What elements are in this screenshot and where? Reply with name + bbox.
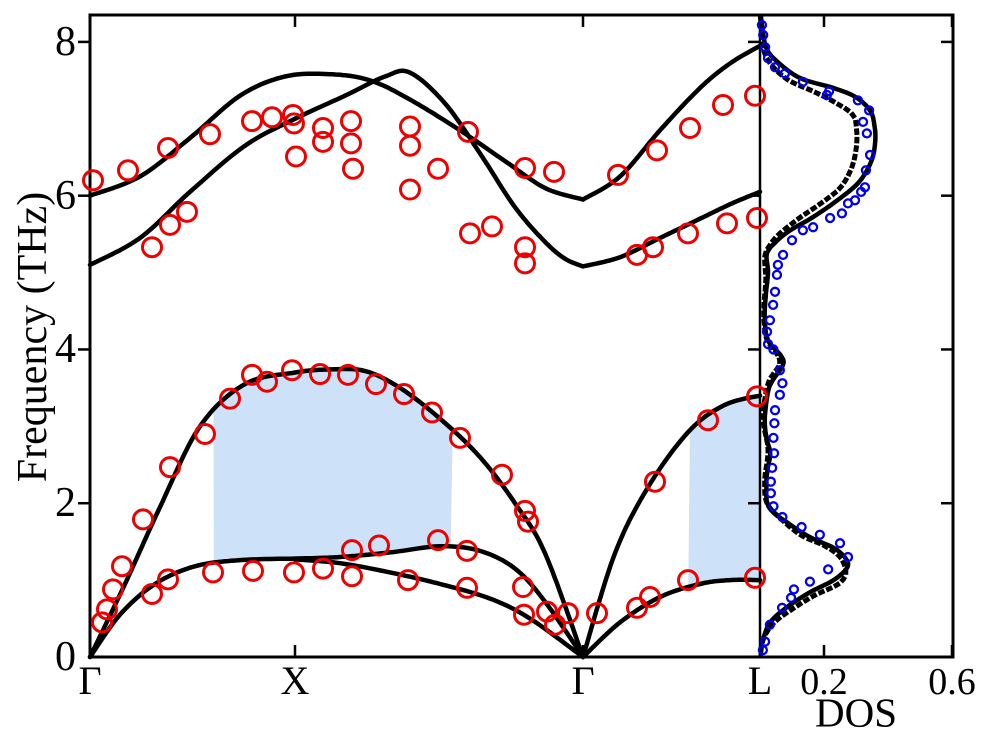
- branch-O1: [87, 71, 586, 202]
- tick-marks: [78, 15, 954, 657]
- k-tick-label-2: Γ: [571, 658, 595, 703]
- y-tick-label-0: 0: [55, 634, 76, 680]
- dispersion-branches: [87, 43, 763, 660]
- y-tick-label-8: 8: [55, 18, 76, 65]
- axes-frame: [88, 13, 955, 659]
- dos-calculated-dotted: [757, 16, 860, 657]
- dos-curves: [757, 16, 878, 658]
- dispersion-exp-points: [82, 84, 768, 636]
- y-tick-label-6: 6: [55, 172, 76, 219]
- gap-shading: [213, 369, 760, 587]
- dos-exp-points: [756, 19, 876, 656]
- y-tick-label-4: 4: [55, 326, 76, 373]
- k-tick-label-0: Γ: [78, 658, 102, 703]
- y-axis-title: Frequency (THz): [10, 191, 56, 483]
- dos-axis-title: DOS: [814, 689, 898, 736]
- branch-TA_GX: [87, 556, 298, 660]
- branch-LA_dome: [87, 366, 586, 660]
- branch-LA_GL: [580, 393, 763, 660]
- branch-O2: [87, 68, 586, 269]
- branch-TA1_XG: [292, 544, 586, 660]
- dos-tick-label-0.2: 0.2: [800, 661, 848, 703]
- y-tick-label-2: 2: [55, 480, 76, 527]
- k-tick-label-1: X: [280, 658, 310, 703]
- dos-calculated-solid: [758, 16, 878, 658]
- branch-TA2_XG: [292, 557, 586, 660]
- branch-TA_GL: [580, 577, 763, 660]
- dos-tick-label-0.6: 0.6: [928, 661, 976, 703]
- k-tick-label-3: L: [747, 658, 773, 703]
